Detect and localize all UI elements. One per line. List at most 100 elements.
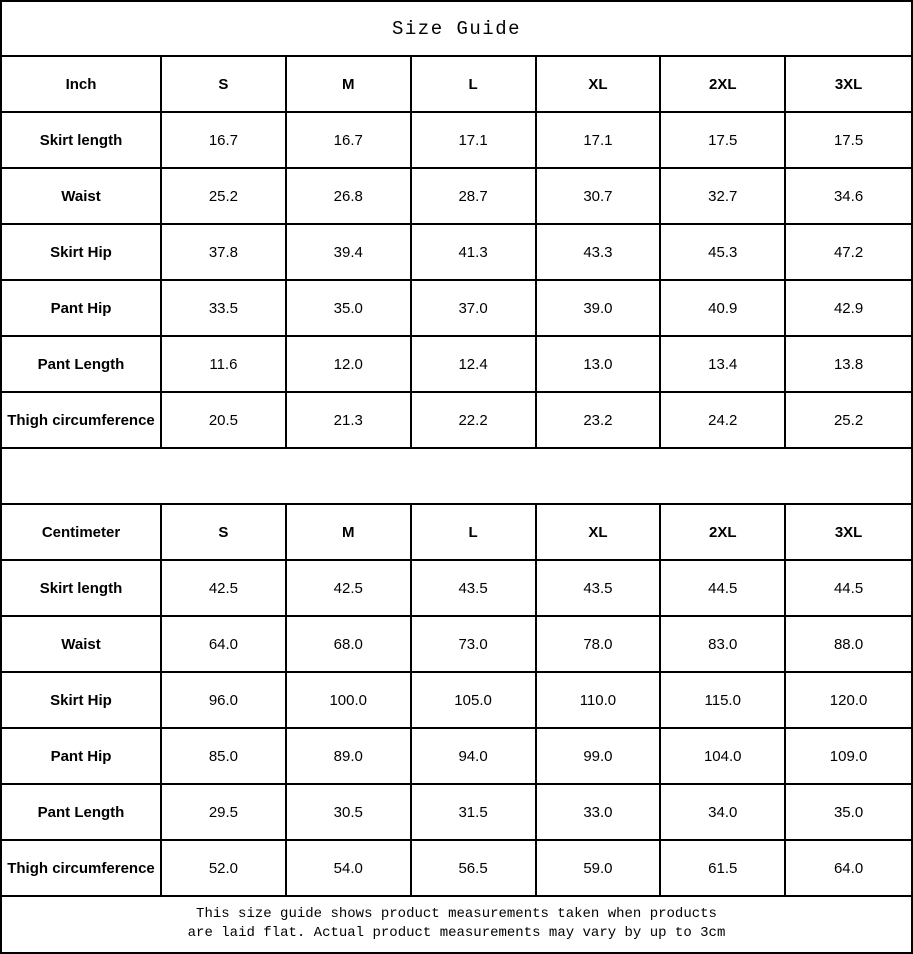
row-label-skirt-length: Skirt length [2, 113, 162, 169]
row-label-waist: Waist [2, 169, 162, 225]
value-cell: 52.0 [162, 841, 287, 897]
value-cell: 25.2 [786, 393, 911, 449]
value-cell: 110.0 [536, 673, 662, 729]
footer-note: This size guide shows product measuremen… [2, 897, 911, 950]
value-cell: 73.0 [411, 617, 537, 673]
size-header-l: L [411, 57, 537, 113]
value-cell: 33.0 [536, 785, 662, 841]
value-cell: 43.5 [411, 561, 537, 617]
row-label-pant-hip: Pant Hip [2, 281, 162, 337]
value-cell: 16.7 [286, 113, 412, 169]
value-cell: 12.4 [411, 337, 537, 393]
value-cell: 42.5 [162, 561, 287, 617]
unit-header-inch: Inch [2, 57, 162, 113]
value-cell: 11.6 [162, 337, 287, 393]
unit-header-centimeter: Centimeter [2, 505, 162, 561]
size-header-s: S [162, 505, 287, 561]
value-cell: 29.5 [162, 785, 287, 841]
value-cell: 64.0 [786, 841, 911, 897]
inch-table: Inch S M L XL 2XL 3XL Skirt length 16.7 … [2, 57, 911, 449]
value-cell: 26.8 [286, 169, 412, 225]
value-cell: 30.7 [536, 169, 662, 225]
size-header-m: M [286, 505, 412, 561]
value-cell: 13.4 [661, 337, 787, 393]
value-cell: 31.5 [411, 785, 537, 841]
value-cell: 17.5 [661, 113, 787, 169]
size-header-3xl: 3XL [786, 57, 911, 113]
size-header-l: L [411, 505, 537, 561]
value-cell: 16.7 [162, 113, 287, 169]
value-cell: 44.5 [661, 561, 787, 617]
value-cell: 61.5 [661, 841, 787, 897]
value-cell: 47.2 [786, 225, 911, 281]
value-cell: 32.7 [661, 169, 787, 225]
value-cell: 13.0 [536, 337, 662, 393]
value-cell: 41.3 [411, 225, 537, 281]
value-cell: 59.0 [536, 841, 662, 897]
size-header-xl: XL [536, 57, 662, 113]
row-label-pant-hip: Pant Hip [2, 729, 162, 785]
value-cell: 25.2 [162, 169, 287, 225]
value-cell: 89.0 [286, 729, 412, 785]
size-header-xl: XL [536, 505, 662, 561]
value-cell: 34.6 [786, 169, 911, 225]
value-cell: 39.4 [286, 225, 412, 281]
size-header-2xl: 2XL [661, 505, 787, 561]
row-label-pant-length: Pant Length [2, 785, 162, 841]
value-cell: 96.0 [162, 673, 287, 729]
value-cell: 85.0 [162, 729, 287, 785]
value-cell: 105.0 [411, 673, 537, 729]
value-cell: 35.0 [786, 785, 911, 841]
value-cell: 56.5 [411, 841, 537, 897]
row-label-pant-length: Pant Length [2, 337, 162, 393]
centimeter-table: Centimeter S M L XL 2XL 3XL Skirt length… [2, 505, 911, 897]
spacer-row [2, 449, 911, 505]
value-cell: 64.0 [162, 617, 287, 673]
row-label-waist: Waist [2, 617, 162, 673]
row-label-skirt-hip: Skirt Hip [2, 225, 162, 281]
value-cell: 100.0 [286, 673, 412, 729]
row-label-thigh-circumference: Thigh circumference [2, 841, 162, 897]
value-cell: 115.0 [661, 673, 787, 729]
value-cell: 104.0 [661, 729, 787, 785]
value-cell: 68.0 [286, 617, 412, 673]
row-label-thigh-circumference: Thigh circumference [2, 393, 162, 449]
value-cell: 17.1 [536, 113, 662, 169]
size-header-3xl: 3XL [786, 505, 911, 561]
value-cell: 83.0 [661, 617, 787, 673]
value-cell: 43.5 [536, 561, 662, 617]
page-title: Size Guide [2, 2, 911, 57]
value-cell: 88.0 [786, 617, 911, 673]
value-cell: 43.3 [536, 225, 662, 281]
size-header-m: M [286, 57, 412, 113]
value-cell: 40.9 [661, 281, 787, 337]
value-cell: 37.8 [162, 225, 287, 281]
value-cell: 20.5 [162, 393, 287, 449]
value-cell: 78.0 [536, 617, 662, 673]
value-cell: 39.0 [536, 281, 662, 337]
value-cell: 17.5 [786, 113, 911, 169]
value-cell: 34.0 [661, 785, 787, 841]
value-cell: 120.0 [786, 673, 911, 729]
value-cell: 22.2 [411, 393, 537, 449]
value-cell: 30.5 [286, 785, 412, 841]
value-cell: 24.2 [661, 393, 787, 449]
value-cell: 21.3 [286, 393, 412, 449]
size-header-s: S [162, 57, 287, 113]
value-cell: 37.0 [411, 281, 537, 337]
value-cell: 17.1 [411, 113, 537, 169]
value-cell: 33.5 [162, 281, 287, 337]
value-cell: 94.0 [411, 729, 537, 785]
value-cell: 13.8 [786, 337, 911, 393]
value-cell: 23.2 [536, 393, 662, 449]
row-label-skirt-hip: Skirt Hip [2, 673, 162, 729]
size-header-2xl: 2XL [661, 57, 787, 113]
row-label-skirt-length: Skirt length [2, 561, 162, 617]
footer-note-line-1: This size guide shows product measuremen… [196, 905, 717, 922]
value-cell: 109.0 [786, 729, 911, 785]
value-cell: 35.0 [286, 281, 412, 337]
value-cell: 54.0 [286, 841, 412, 897]
value-cell: 44.5 [786, 561, 911, 617]
value-cell: 99.0 [536, 729, 662, 785]
